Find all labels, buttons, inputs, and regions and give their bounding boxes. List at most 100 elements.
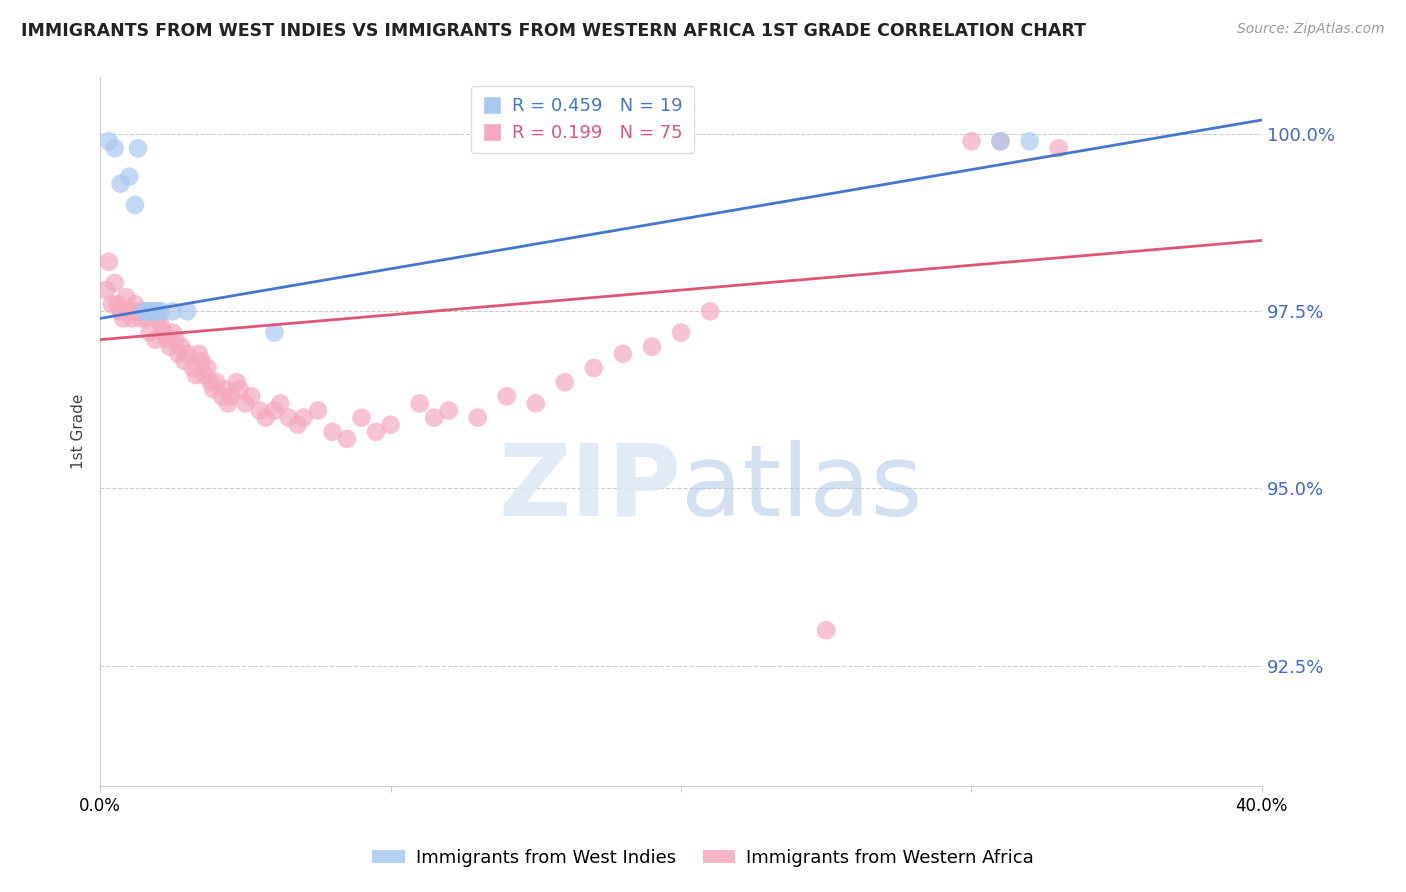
Point: [165, 333, 187, 347]
Point: [1018, 134, 1040, 148]
Text: ZIP: ZIP: [498, 440, 681, 537]
Point: [170, 340, 193, 354]
Point: [240, 389, 263, 403]
Point: [815, 624, 838, 638]
Point: [205, 375, 228, 389]
Point: [156, 333, 179, 347]
Point: [97, 254, 120, 268]
Point: [176, 347, 198, 361]
Point: [94, 283, 117, 297]
Point: [129, 311, 152, 326]
Point: [138, 304, 160, 318]
Point: [336, 432, 359, 446]
Point: [292, 410, 315, 425]
Point: [269, 396, 291, 410]
Text: atlas: atlas: [681, 440, 922, 537]
Point: [135, 311, 157, 326]
Point: [228, 382, 250, 396]
Point: [162, 326, 184, 340]
Point: [150, 304, 173, 318]
Point: [217, 396, 239, 410]
Point: [214, 382, 236, 396]
Point: [121, 311, 143, 326]
Point: [110, 177, 132, 191]
Text: IMMIGRANTS FROM WEST INDIES VS IMMIGRANTS FROM WESTERN AFRICA 1ST GRADE CORRELAT: IMMIGRANTS FROM WEST INDIES VS IMMIGRANT…: [21, 22, 1085, 40]
Point: [437, 403, 460, 417]
Point: [148, 304, 170, 318]
Point: [669, 326, 692, 340]
Point: [127, 141, 149, 155]
Point: [135, 304, 157, 318]
Point: [184, 368, 207, 383]
Point: [124, 198, 146, 212]
Point: [148, 311, 170, 326]
Point: [118, 304, 141, 318]
Point: [167, 347, 190, 361]
Point: [97, 134, 120, 148]
Point: [225, 375, 247, 389]
Point: [194, 368, 217, 383]
Point: [110, 304, 132, 318]
Point: [408, 396, 430, 410]
Point: [173, 354, 195, 368]
Text: Source: ZipAtlas.com: Source: ZipAtlas.com: [1237, 22, 1385, 37]
Point: [187, 347, 209, 361]
Point: [197, 361, 219, 376]
Point: [235, 396, 257, 410]
Point: [100, 297, 122, 311]
Point: [124, 297, 146, 311]
Point: [162, 304, 184, 318]
Point: [495, 389, 517, 403]
Legend: Immigrants from West Indies, Immigrants from Western Africa: Immigrants from West Indies, Immigrants …: [366, 842, 1040, 874]
Point: [612, 347, 634, 361]
Point: [990, 134, 1012, 148]
Point: [263, 326, 285, 340]
Point: [202, 382, 225, 396]
Point: [191, 354, 214, 368]
Point: [159, 340, 181, 354]
Point: [118, 169, 141, 184]
Legend: R = 0.459   N = 19, R = 0.199   N = 75: R = 0.459 N = 19, R = 0.199 N = 75: [471, 87, 693, 153]
Y-axis label: 1st Grade: 1st Grade: [72, 394, 86, 469]
Point: [582, 361, 605, 376]
Point: [141, 304, 163, 318]
Point: [287, 417, 309, 432]
Point: [524, 396, 547, 410]
Point: [641, 340, 664, 354]
Point: [960, 134, 983, 148]
Point: [263, 403, 285, 417]
Point: [127, 304, 149, 318]
Point: [669, 134, 692, 148]
Point: [141, 304, 163, 318]
Point: [307, 403, 329, 417]
Point: [364, 425, 387, 439]
Point: [423, 410, 446, 425]
Point: [104, 276, 127, 290]
Point: [181, 361, 204, 376]
Point: [249, 403, 271, 417]
Point: [132, 304, 155, 318]
Point: [150, 318, 173, 333]
Point: [153, 326, 176, 340]
Point: [112, 311, 135, 326]
Point: [143, 304, 166, 318]
Point: [380, 417, 402, 432]
Point: [211, 389, 233, 403]
Point: [254, 410, 277, 425]
Point: [219, 389, 242, 403]
Point: [132, 304, 155, 318]
Point: [143, 333, 166, 347]
Point: [467, 410, 489, 425]
Point: [699, 304, 721, 318]
Point: [104, 141, 127, 155]
Point: [277, 410, 299, 425]
Point: [176, 304, 198, 318]
Point: [554, 375, 576, 389]
Point: [1047, 141, 1070, 155]
Point: [350, 410, 373, 425]
Point: [990, 134, 1012, 148]
Point: [107, 297, 129, 311]
Point: [138, 326, 160, 340]
Point: [321, 425, 343, 439]
Point: [115, 290, 138, 304]
